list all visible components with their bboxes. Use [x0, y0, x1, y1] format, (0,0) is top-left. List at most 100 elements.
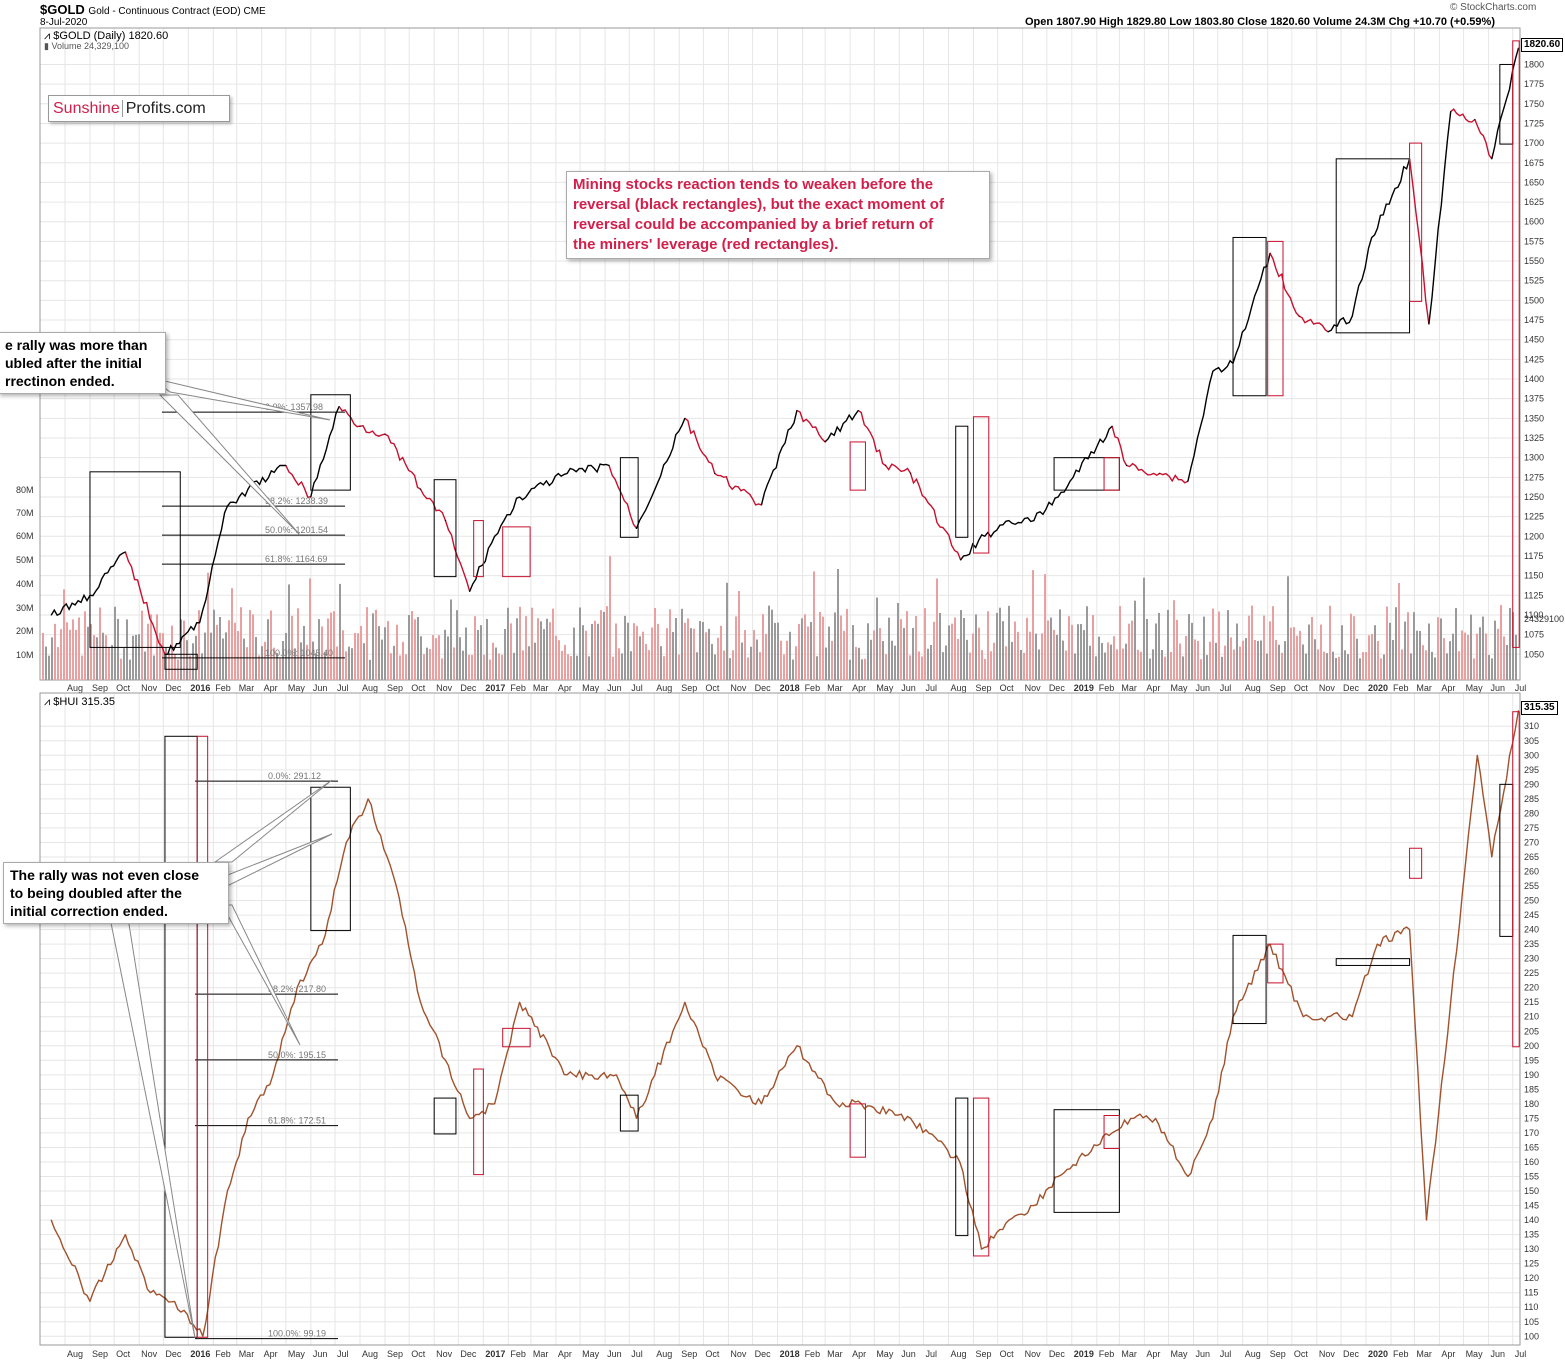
x-axis-label-top: Nov: [436, 683, 453, 693]
gold-line-segment: [1126, 462, 1161, 477]
volume-bar: [549, 622, 551, 680]
volume-bar: [702, 621, 704, 680]
volume-bar: [48, 655, 50, 680]
gold-y-tick-label: 1650: [1524, 177, 1544, 187]
volume-bar: [411, 611, 413, 680]
hui-line-point: [395, 885, 397, 887]
volume-bar: [984, 658, 986, 680]
volume-bar: [1404, 621, 1406, 680]
volume-bar: [288, 584, 290, 680]
volume-bar: [1425, 650, 1427, 680]
volume-bar: [1290, 627, 1292, 680]
x-axis-label-bottom: Oct: [116, 1349, 131, 1359]
x-axis-label-bottom: 2016: [190, 1349, 210, 1359]
hui-line-point: [1187, 1175, 1189, 1178]
hui-black-rectangle: [433, 1097, 457, 1135]
volume-bar: [261, 646, 263, 680]
volume-bar: [1128, 623, 1130, 680]
hui-red-rectangle: [1267, 943, 1284, 984]
volume-bar: [579, 607, 581, 680]
x-axis-label-bottom: Nov: [141, 1349, 158, 1359]
volume-bar: [276, 653, 278, 680]
volume-bar: [681, 608, 683, 680]
volume-bar: [1011, 641, 1013, 680]
volume-bar: [1071, 624, 1073, 680]
x-axis-label-top: May: [582, 683, 600, 693]
volume-bar: [741, 642, 743, 680]
volume-bar: [852, 625, 854, 680]
volume-bar: [1419, 631, 1421, 680]
hui-black-rectangle: [1232, 934, 1267, 1025]
hui-line-segment: [981, 1219, 1010, 1250]
volume-bar: [1014, 621, 1016, 680]
x-axis-label-bottom: Mar: [1121, 1349, 1137, 1359]
gold-line-point: [223, 512, 226, 514]
gold-line-point: [247, 488, 249, 490]
volume-bar: [1203, 616, 1205, 680]
volume-bar: [1320, 624, 1322, 680]
x-axis-label-top: Aug: [67, 683, 83, 693]
volume-bar: [1302, 644, 1304, 680]
hui-line-point: [296, 987, 298, 989]
hui-y-tick-label: 175: [1524, 1113, 1539, 1123]
volume-bar: [1317, 649, 1319, 680]
volume-bar: [408, 615, 410, 680]
volume-bar: [354, 632, 356, 680]
gold-black-rectangle: [164, 653, 198, 670]
volume-bar: [1467, 634, 1469, 680]
x-axis-label-bottom: Oct: [411, 1349, 426, 1359]
gold-line-point: [608, 464, 610, 467]
hui-line-segment: [367, 798, 397, 887]
volume-bar: [525, 616, 527, 680]
volume-bar: [243, 638, 245, 680]
volume-bar: [942, 652, 944, 680]
hui-line-point: [174, 1300, 176, 1303]
volume-bar: [936, 578, 938, 680]
hui-line-segment: [296, 943, 323, 988]
volume-bar: [1434, 657, 1436, 680]
volume-bar: [816, 656, 818, 680]
volume-bar: [1443, 638, 1445, 680]
hui-line-point: [684, 1001, 686, 1003]
x-axis-label-bottom: Jun: [1491, 1349, 1506, 1359]
volume-bar: [507, 607, 509, 680]
gold-line-segment: [1008, 517, 1035, 526]
hui-line-point: [124, 1234, 127, 1236]
volume-bar: [972, 633, 974, 680]
gold-line-segment: [1327, 315, 1353, 333]
volume-bar: [357, 633, 359, 680]
x-axis-label-top: Sep: [387, 683, 403, 693]
volume-bar: [213, 609, 215, 680]
volume-bar: [1464, 632, 1466, 680]
hui-y-tick-label: 165: [1524, 1142, 1539, 1152]
volume-bar: [429, 648, 431, 680]
hui-line-segment: [1450, 755, 1478, 1003]
volume-bar: [1329, 605, 1331, 680]
volume-bar: [171, 625, 173, 680]
volume-bar: [441, 658, 443, 680]
hui-line-point: [566, 1074, 568, 1076]
volume-bar: [132, 635, 134, 680]
hui-line-segment: [202, 1205, 226, 1337]
volume-bar: [957, 638, 959, 680]
hui-line-point: [1033, 1204, 1035, 1207]
gold-y-tick-label: 1400: [1524, 374, 1544, 384]
x-axis-label-top: Jul: [925, 683, 937, 693]
volume-bar: [279, 658, 281, 680]
volume-bar: [1188, 614, 1190, 680]
volume-bar: [870, 639, 872, 680]
volume-bar: [966, 639, 968, 680]
gold-line-segment: [89, 551, 126, 597]
x-axis-label-bottom: Nov: [436, 1349, 453, 1359]
volume-bar: [996, 612, 998, 680]
volume-bar: [627, 622, 629, 680]
gold-line-point: [1491, 158, 1493, 160]
volume-bar: [771, 609, 773, 680]
volume-bar: [969, 652, 971, 680]
x-axis-label-top: May: [1466, 683, 1484, 693]
x-axis-label-top: Dec: [1343, 683, 1360, 693]
gold-y-tick-label: 1300: [1524, 453, 1544, 463]
volume-bar: [897, 603, 899, 680]
volume-bar: [639, 636, 641, 680]
volume-bar: [954, 617, 956, 680]
